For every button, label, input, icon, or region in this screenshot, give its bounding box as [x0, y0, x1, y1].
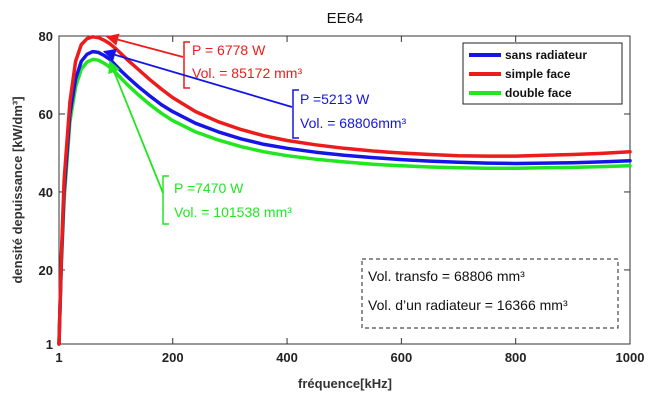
- annotation-text: Vol. = 68806mm³: [300, 115, 407, 131]
- note-line: Vol. d’un radiateur = 16366 mm³: [368, 297, 568, 313]
- plot-frame: [58, 35, 631, 345]
- annotation-text: P = 6778 W: [192, 42, 266, 58]
- annotation-text: P =7470 W: [174, 180, 244, 196]
- legend-entry: simple face: [505, 67, 571, 81]
- y-tick-label: 40: [39, 185, 53, 200]
- x-tick-label: 600: [391, 350, 413, 365]
- x-tick-label: 800: [505, 350, 527, 365]
- note-frame: [361, 258, 619, 329]
- annotation-arrow: [108, 60, 164, 194]
- chart-title: EE64: [327, 10, 364, 27]
- annotation-bracket: [183, 41, 190, 89]
- annotation-arrow: [105, 33, 184, 58]
- series-line-simple-face: [57, 35, 632, 346]
- annotation-text: Vol. = 85172 mm³: [192, 65, 302, 81]
- x-tick-label: 200: [162, 350, 184, 365]
- annotation-arrow: [102, 48, 293, 108]
- x-tick-label: 1000: [616, 350, 645, 365]
- note-line: Vol. transfo = 68806 mm³: [368, 268, 525, 284]
- y-tick-label: 20: [39, 263, 53, 278]
- x-tick-label: 400: [276, 350, 298, 365]
- legend-entry: sans radiateur: [505, 48, 587, 62]
- series-line-sans-radiateur: [57, 49, 632, 346]
- plot-axes: 1 200 400 600 800 1000 1 20 40 60 80: [39, 29, 645, 365]
- y-tick-label: 60: [39, 107, 53, 122]
- annotation-text: P =5213 W: [300, 91, 370, 107]
- y-tick-label: 80: [39, 29, 53, 44]
- series-line-double-face: [57, 57, 632, 346]
- y-tick-label: 1: [46, 337, 53, 352]
- x-axis-label: fréquence[kHz]: [298, 376, 392, 391]
- annotation-bracket: [292, 89, 299, 139]
- y-axis-label: densité depuissance [kW/dm³]: [10, 96, 25, 283]
- x-tick-label: 1: [55, 350, 62, 365]
- legend: sans radiateur simple face double face: [462, 42, 623, 105]
- legend-entry: double face: [505, 86, 572, 100]
- series-lines: [57, 35, 632, 346]
- annotation-text: Vol. = 101538 mm³: [174, 204, 292, 220]
- annotation-bracket: [162, 175, 169, 225]
- volume-note-box: Vol. transfo = 68806 mm³ Vol. d’un radiat…: [361, 258, 619, 329]
- annotations: P = 6778 W Vol. = 85172 mm³ P =5213 W Vol. …: [102, 33, 407, 225]
